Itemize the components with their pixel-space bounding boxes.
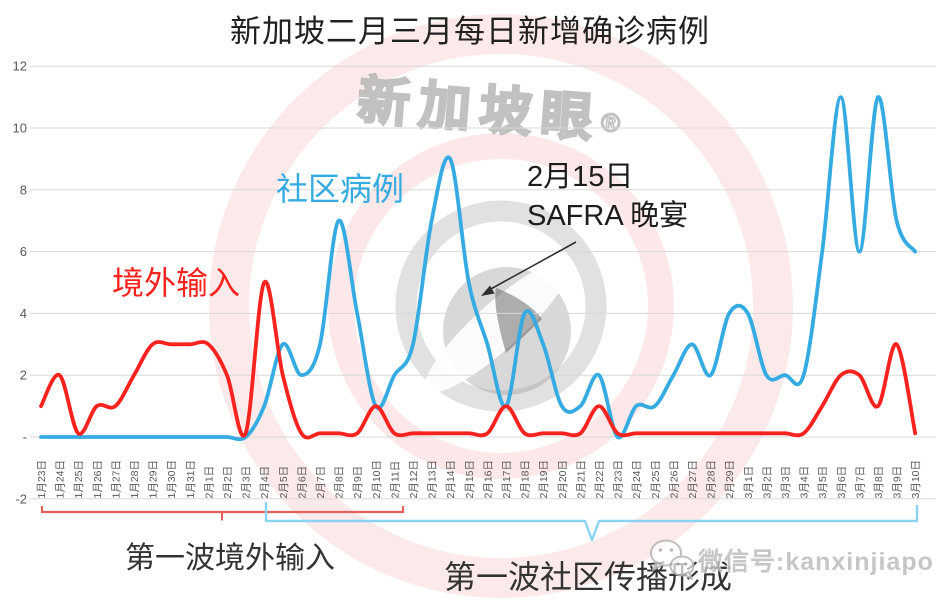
x-axis-label: 2月13日	[427, 460, 439, 499]
x-axis-label: 1月29日	[148, 460, 160, 499]
y-axis-label: 4	[20, 306, 27, 321]
wechat-icon	[650, 539, 695, 580]
x-axis-label: 2月1日	[203, 466, 215, 499]
x-axis-label: 2月9日	[352, 466, 364, 499]
annotation-line2: SAFRA 晚宴	[527, 200, 689, 233]
y-axis-label: 2	[20, 368, 27, 383]
x-axis-label: 2月25日	[650, 460, 662, 499]
x-axis-label: 1月24日	[55, 460, 67, 499]
y-axis-label: 6	[20, 244, 27, 259]
x-axis-label: 1月30日	[166, 460, 178, 499]
x-axis-label: 2月26日	[668, 460, 680, 499]
x-axis-label: 3月10日	[910, 460, 922, 499]
annotation-line1: 2月15日	[527, 161, 634, 193]
x-axis-label: 2月15日	[464, 460, 476, 499]
x-axis-label: 2月12日	[408, 460, 420, 499]
x-axis-label: 2月14日	[445, 460, 457, 499]
x-axis-label: 2月5日	[278, 466, 290, 499]
x-axis-label: 2月23日	[613, 460, 625, 499]
x-axis-label: 2月22日	[594, 460, 606, 499]
x-axis-label: 2月6日	[296, 466, 308, 499]
x-axis-label: 3月7日	[854, 466, 866, 499]
y-axis-label: 8	[20, 182, 27, 197]
wechat-id-watermark: 微信号:kanxinjiapo	[698, 548, 934, 576]
x-axis-label: 2月21日	[575, 460, 587, 499]
x-axis-label: 2月29日	[724, 460, 736, 499]
x-axis-label: 3月8日	[873, 466, 885, 499]
x-axis-label: 1月26日	[92, 460, 104, 499]
x-axis-label: 2月11日	[389, 461, 401, 499]
x-axis-label: 2月7日	[315, 466, 327, 499]
x-axis-label: 3月4日	[799, 466, 811, 499]
x-axis-label: 2月2日	[222, 466, 234, 499]
annotation-arrow	[488, 241, 577, 291]
y-axis-label: 12	[13, 59, 27, 74]
x-axis-label: 2月18日	[520, 460, 532, 499]
x-axis-label: 3月9日	[892, 466, 904, 499]
stamp-outer-ring-icon	[209, 14, 793, 598]
x-axis-label: 3月6日	[836, 466, 848, 499]
y-axis-label: -	[23, 430, 27, 445]
community-series-label: 社区病例	[276, 171, 405, 207]
x-axis-label: 2月10日	[371, 460, 383, 499]
imported-line	[39, 280, 918, 440]
stamp-inner-ring-icon	[328, 133, 674, 479]
x-axis-label: 2月3日	[241, 466, 253, 499]
stamp-eye-swoosh-icon	[424, 261, 570, 393]
x-axis-label: 2月27日	[687, 460, 699, 499]
chart-title: 新加坡二月三月每日新增确诊病例	[230, 14, 710, 49]
x-axis-label: 1月31日	[185, 460, 197, 499]
x-axis-label: 2月20日	[557, 460, 569, 499]
x-axis-label: 2月4日	[259, 466, 271, 499]
x-axis-label: 2月19日	[538, 460, 550, 499]
community-wave-bracket	[264, 502, 919, 542]
x-axis-label: 2月8日	[334, 466, 346, 499]
annotation-arrowhead-icon	[481, 285, 495, 296]
x-axis-label: 3月1日	[743, 466, 755, 499]
wechat-watermark: 微信号:kanxinjiapo	[646, 536, 934, 584]
y-axis-label: -2	[15, 491, 27, 506]
x-axis-label: 3月3日	[780, 466, 792, 499]
imported-wave-label: 第一波境外输入	[125, 542, 335, 575]
y-axis-label: 10	[13, 121, 27, 136]
community-line	[39, 95, 918, 442]
annotation-text: 2月15日 SAFRA 晚宴	[527, 158, 688, 236]
x-axis-label: 1月28日	[129, 460, 141, 499]
x-axis-label: 2月24日	[631, 460, 643, 499]
x-axis-label: 2月16日	[482, 460, 494, 499]
imported-wave-bracket	[40, 506, 405, 521]
x-axis-label: 1月25日	[73, 460, 85, 499]
x-axis-label: 2月17日	[501, 460, 513, 499]
x-axis-label: 1月27日	[110, 460, 122, 499]
x-axis-label: 2月28日	[706, 460, 718, 499]
x-axis-label: 1月23日	[36, 460, 48, 499]
x-axis-label: 3月5日	[817, 466, 829, 499]
imported-series-label: 境外输入	[112, 265, 241, 301]
stamp-eye-pupil-icon	[495, 288, 542, 353]
x-axis-label: 3月2日	[761, 466, 773, 499]
